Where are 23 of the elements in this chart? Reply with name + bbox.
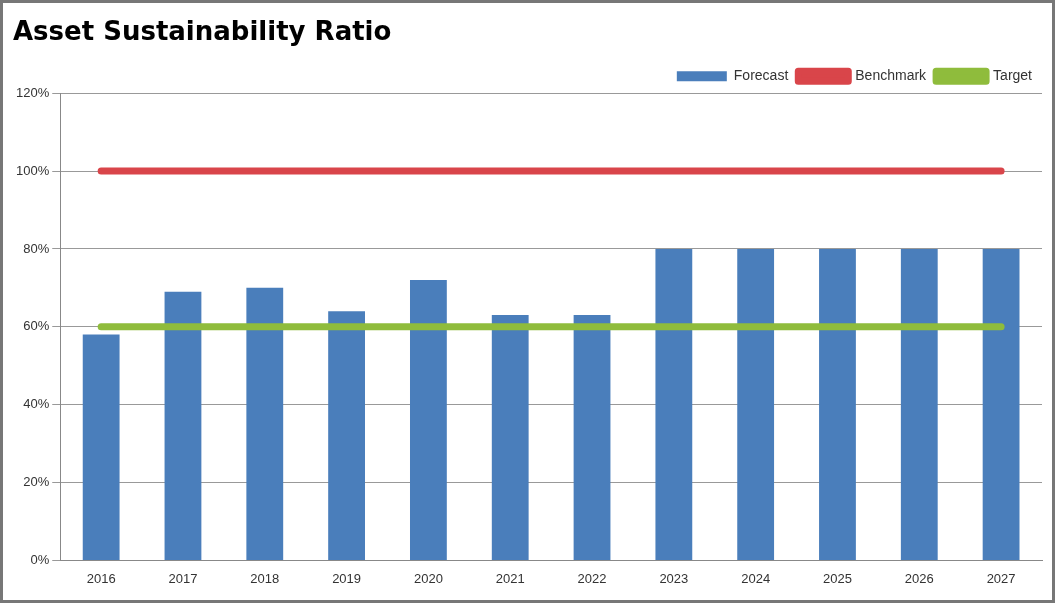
legend-label: Forecast [733, 67, 789, 84]
y-tick-label: 100% [16, 162, 50, 178]
x-tick-label: 2022 [577, 570, 607, 586]
x-tick-label: 2019 [332, 570, 362, 586]
x-tick-label: 2024 [741, 570, 771, 586]
legend-label: Target [993, 67, 1033, 84]
chart-title: Asset Sustainability Ratio [13, 16, 392, 47]
x-tick-label: 2018 [250, 570, 280, 586]
y-tick-label: 120% [16, 84, 50, 100]
x-tick-label: 2021 [495, 570, 525, 586]
legend-label: Benchmark [855, 67, 928, 84]
y-tick-label: 80% [23, 240, 50, 256]
x-tick-label: 2020 [413, 570, 443, 586]
y-tick-label: 0% [30, 551, 50, 567]
x-tick-label: 2026 [904, 570, 934, 586]
x-tick-label: 2027 [986, 570, 1016, 586]
x-tick-label: 2016 [86, 570, 116, 586]
x-tick-label: 2023 [659, 570, 689, 586]
x-tick-label: 2025 [823, 570, 852, 586]
x-tick-label: 2017 [168, 570, 198, 586]
y-tick-label: 20% [23, 474, 50, 490]
y-tick-label: 40% [23, 396, 50, 412]
y-tick-label: 60% [23, 318, 50, 334]
